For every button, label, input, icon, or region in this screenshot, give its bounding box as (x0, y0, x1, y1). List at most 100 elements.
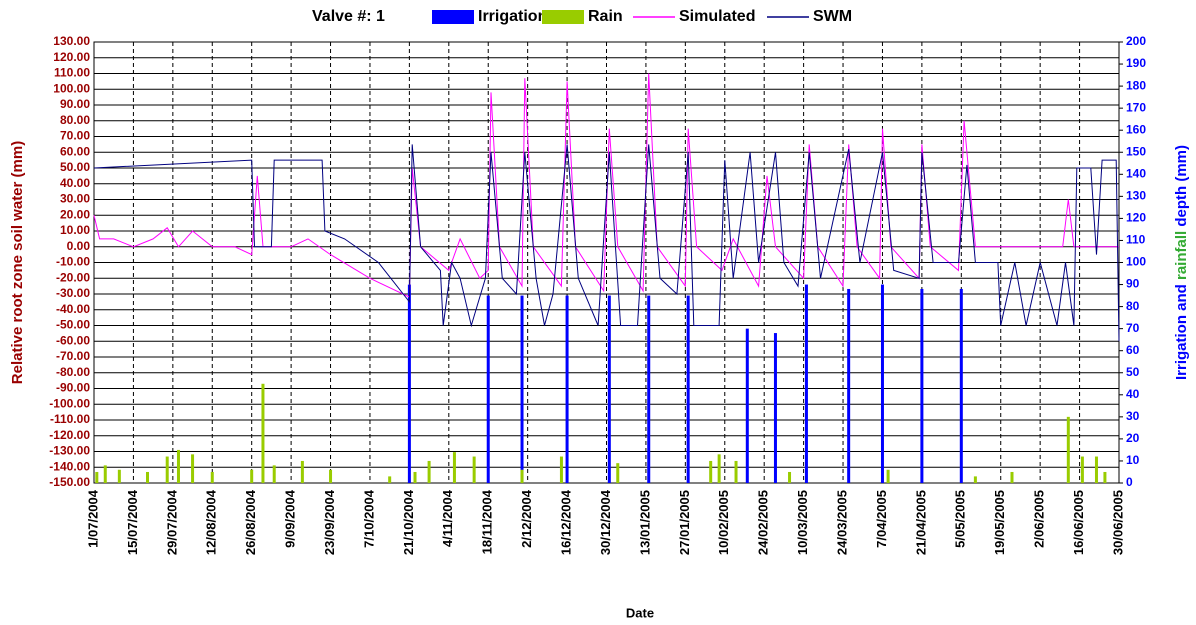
y-tick-label: 40.00 (60, 176, 90, 190)
y-tick-label: 110.00 (54, 66, 90, 80)
legend-label: Irrigation (478, 8, 547, 25)
legend-label: Rain (588, 8, 623, 25)
x-tick-label: 1/07/2004 (85, 489, 100, 548)
x-tick-label: 24/02/2005 (756, 490, 771, 555)
bar (165, 456, 169, 483)
line (93, 144, 1120, 342)
bar (210, 471, 214, 483)
plot-frame (93, 41, 1120, 484)
y2-tick-label: 160 (1126, 122, 1146, 136)
bar (886, 469, 890, 483)
x-tick-label: 5/05/2005 (953, 490, 968, 548)
bar (734, 460, 738, 483)
y2-tick-label: 40 (1126, 387, 1140, 401)
bar (427, 460, 431, 483)
x-tick-label: 9/09/2004 (283, 489, 298, 548)
x-tick-label: 30/12/2004 (598, 489, 613, 555)
x-tick-label: 4/11/2004 (440, 489, 455, 547)
x-tick-label: 7/10/2004 (361, 489, 376, 548)
y-tick-label: 120.00 (53, 50, 90, 64)
y2-tick-label: 60 (1126, 343, 1140, 357)
x-tick-label: 2/12/2004 (519, 489, 534, 548)
y-tick-label: -70.00 (56, 349, 90, 363)
x-tick-label: 18/11/2004 (480, 489, 495, 554)
chart-title: Valve #: 1 (312, 8, 385, 25)
bar (472, 456, 476, 483)
legend-label: SWM (813, 8, 852, 25)
y-tick-label: -60.00 (56, 333, 90, 347)
x-tick-label: 21/10/2004 (401, 489, 416, 555)
y2-tick-label: 0 (1126, 475, 1133, 489)
y2-tick-label: 150 (1126, 144, 1146, 158)
x-tick-label: 21/04/2005 (913, 490, 928, 555)
x-tick-label: 7/04/2005 (874, 490, 889, 548)
bar (709, 460, 713, 483)
bar (847, 288, 851, 483)
y-tick-label: 130.00 (53, 34, 90, 48)
y-tick-label: 50.00 (60, 160, 90, 174)
y2-tick-label: 120 (1126, 211, 1146, 225)
x-tick-label: 27/01/2005 (677, 490, 692, 555)
bar (103, 465, 107, 483)
bar (717, 454, 721, 483)
bar (973, 476, 977, 483)
x-tick-label: 29/07/2004 (164, 489, 179, 555)
bar (647, 295, 651, 483)
y-axis-label: Relative root zone soil water (mm) (9, 141, 26, 384)
y-tick-label: 10.00 (60, 223, 90, 237)
bar (745, 328, 749, 483)
bar (788, 471, 792, 483)
bar (559, 456, 563, 483)
y-tick-label: -80.00 (56, 365, 90, 379)
x-tick-label: 15/07/2004 (125, 489, 140, 555)
y2-tick-label: 70 (1126, 321, 1140, 335)
bar (1094, 456, 1098, 483)
y-tick-label: -130.00 (49, 444, 90, 458)
bar (920, 288, 924, 483)
y-tick-label: 70.00 (60, 129, 90, 143)
bar (117, 469, 121, 483)
y-tick-label: -30.00 (56, 286, 90, 300)
y2-axis-label-part: Irrigation and (1173, 280, 1190, 380)
bar (407, 284, 411, 483)
x-axis-label: Date (626, 605, 654, 620)
bar (520, 295, 524, 483)
y-tick-label: -10.00 (56, 255, 90, 269)
bar (880, 284, 884, 483)
x-tick-label: 2/06/2005 (1032, 490, 1047, 548)
line (93, 73, 1119, 298)
y2-tick-label: 130 (1126, 189, 1146, 203)
bar (272, 465, 276, 483)
x-tick-label: 10/02/2005 (716, 490, 731, 555)
y2-tick-label: 100 (1126, 255, 1146, 269)
x-tick-label: 30/06/2005 (1110, 490, 1125, 555)
x-tick-label: 10/03/2005 (795, 490, 810, 555)
x-tick-label: 19/05/2005 (992, 490, 1007, 555)
bar (452, 452, 456, 483)
y2-axis-label-part: rainfall (1173, 231, 1190, 280)
bar (146, 471, 150, 483)
x-tick-label: 16/12/2004 (559, 489, 574, 555)
y-tick-label: -50.00 (56, 318, 90, 332)
y-tick-label: -90.00 (56, 381, 90, 395)
y2-tick-label: 170 (1126, 100, 1146, 114)
y2-axis-label: Irrigation and rainfall depth (mm) (1173, 145, 1190, 380)
legend-label: Simulated (679, 8, 755, 25)
y-tick-label: 20.00 (60, 207, 90, 221)
legend-swatch (432, 10, 474, 24)
bar (95, 471, 99, 483)
y-tick-label: -110.00 (50, 412, 90, 426)
legend-swatch (542, 10, 584, 24)
y-tick-label: 100.00 (53, 81, 90, 95)
y2-tick-label: 10 (1126, 453, 1140, 467)
y2-tick-label: 80 (1126, 299, 1140, 313)
bar (959, 288, 963, 483)
y-tick-label: 80.00 (60, 113, 90, 127)
y-tick-label: -40.00 (56, 302, 90, 316)
bar (773, 333, 777, 483)
bar (329, 469, 333, 483)
y-tick-label: 0.00 (67, 239, 91, 253)
x-tick-label: 26/08/2004 (243, 489, 258, 555)
bar (616, 463, 620, 483)
